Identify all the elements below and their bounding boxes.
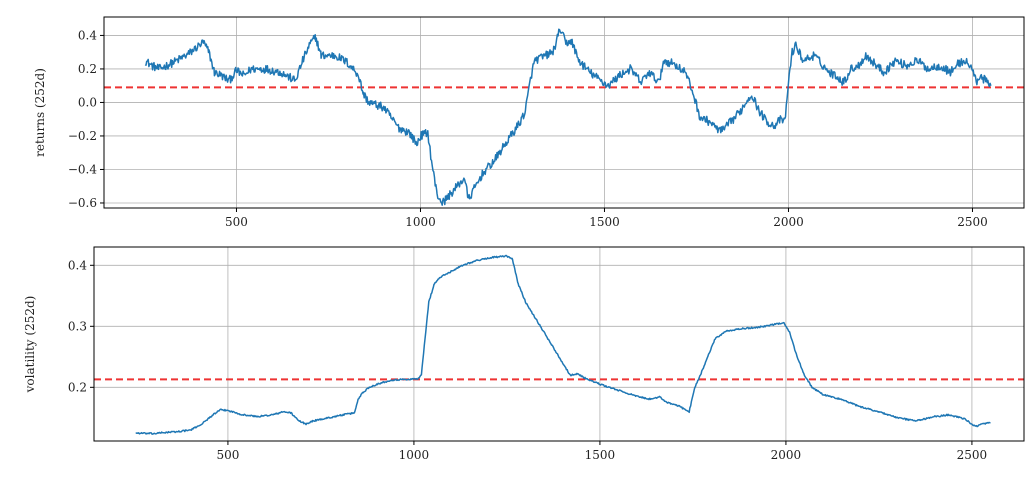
- x-tick-label: 1000: [405, 215, 436, 229]
- y-tick-label: 0.0: [78, 95, 97, 109]
- x-tick-label: 1500: [585, 448, 616, 462]
- series-line: [135, 254, 991, 435]
- y-tick-label: 0.4: [78, 28, 97, 42]
- y-axis-title: returns (252d): [33, 68, 47, 157]
- x-tick-label: 1000: [399, 448, 430, 462]
- axes-frame: [103, 16, 1025, 209]
- x-tick-label: 2000: [773, 215, 804, 229]
- y-tick-label: 0.4: [68, 258, 87, 272]
- y-axis-title: volatility (252d): [23, 296, 37, 394]
- series-line: [144, 28, 992, 206]
- y-tick-label: 0.2: [68, 380, 87, 394]
- y-tick-label: 0.2: [78, 62, 97, 76]
- x-tick-label: 1500: [589, 215, 620, 229]
- x-tick-label: 2500: [957, 448, 988, 462]
- y-tick-label: −0.6: [68, 196, 97, 210]
- axes-frame: [93, 246, 1025, 442]
- x-tick-label: 2000: [771, 448, 802, 462]
- returns-chart: 500 1000 1500 2000 2500 −0.6 −0.4 −0.2 0.0 0.2 0.4…: [33, 16, 1025, 229]
- x-tick-label: 500: [216, 448, 239, 462]
- x-tick-label: 2500: [957, 215, 988, 229]
- y-tick-label: −0.4: [68, 162, 98, 176]
- y-tick-label: 0.3: [68, 319, 87, 333]
- volatility-chart: 500 1000 1500 2000 2500 0.2 0.3 0.4 volatility (…: [23, 246, 1025, 462]
- x-tick-label: 500: [225, 215, 248, 229]
- y-tick-label: −0.2: [68, 129, 97, 143]
